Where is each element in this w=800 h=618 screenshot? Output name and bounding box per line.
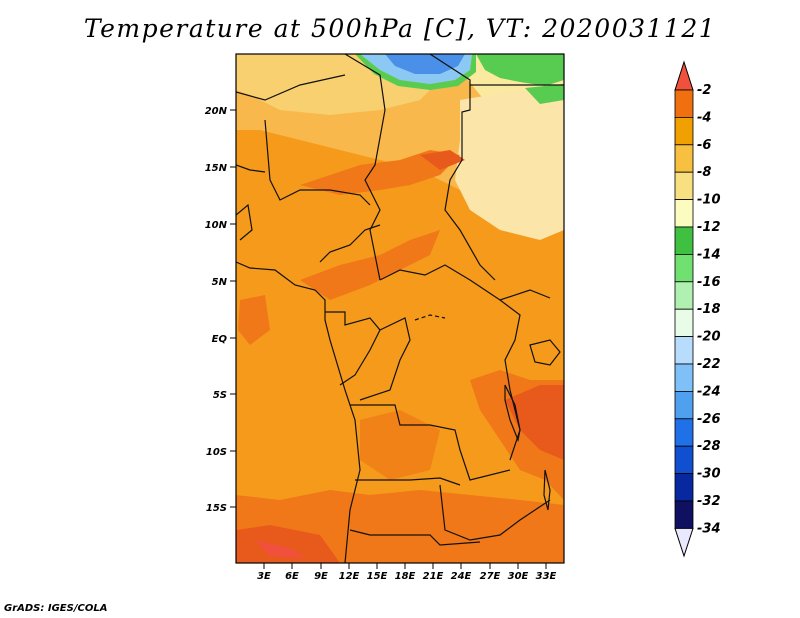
colorbar-bottom-arrow: [674, 527, 694, 558]
colorbar-segment: [674, 363, 694, 392]
colorbar: -2 -4 -6 -8 -10 -12 -14 -16 -18 -20 -22 …: [674, 60, 721, 558]
lon-label: 3E: [257, 571, 271, 582]
green-patch-northeast: [476, 54, 564, 86]
temperature-field: [236, 54, 564, 563]
lat-label: 15S: [206, 503, 227, 514]
border-cameroon: [319, 224, 381, 263]
lon-ticks: [263, 563, 547, 569]
east-africa-red: [505, 385, 564, 460]
border-drc-west: [359, 317, 411, 401]
border-niger-chad: [236, 74, 346, 101]
colorbar-segment: [674, 117, 694, 146]
colorbar-label: -22: [697, 357, 721, 372]
colorbar-segment: [674, 390, 694, 420]
border-libya-egypt: [429, 54, 496, 281]
colorbar-label: -14: [697, 247, 721, 262]
colorbar-label: -20: [697, 330, 721, 345]
lat-labels: 20N 15N 10N 5N EQ 5S 10S 15S: [205, 106, 228, 514]
lat-ticks: [230, 109, 236, 508]
border-namibia: [349, 529, 481, 546]
colorbar-segment: [674, 89, 694, 118]
border-car: [379, 264, 551, 301]
colorbar-segment: [674, 473, 694, 502]
central-africa-warm: [300, 230, 440, 300]
colorbar-label: -28: [697, 439, 721, 454]
warm-band-15n: [300, 150, 460, 195]
colorbar-label: -26: [697, 412, 721, 427]
colorbar-segment: [674, 445, 694, 475]
colorbar-label: -32: [697, 494, 721, 509]
colorbar-segment: [674, 226, 694, 255]
lon-label: 9E: [314, 571, 328, 582]
colorbar-label: -8: [697, 165, 711, 180]
central-south-patch: [360, 410, 440, 480]
colorbar-segment: [674, 500, 694, 529]
lon-label: 27E: [480, 571, 501, 582]
lon-label: 21E: [423, 571, 444, 582]
green-ring-west: [355, 54, 476, 90]
border-angola-south: [355, 477, 461, 486]
lake-malawi: [543, 469, 551, 511]
green-patch-east: [525, 84, 564, 104]
colorbar-label: -2: [697, 83, 711, 98]
colorbar-segment: [674, 199, 694, 228]
lon-label: 30E: [508, 571, 529, 582]
border-gabon-congo: [325, 311, 381, 386]
border-west-small: [236, 164, 266, 173]
grads-credit: GrADS: IGES/COLA: [4, 603, 108, 614]
colorbar-segment: [674, 144, 694, 173]
colorbar-label: -10: [697, 193, 721, 208]
cold-blue-inner: [385, 54, 465, 74]
river-congo: [414, 314, 446, 321]
southwest-red: [236, 525, 340, 563]
lon-label: 33E: [536, 571, 557, 582]
lat-label: 10S: [206, 447, 227, 458]
colorbar-segment: [674, 253, 694, 283]
border-angola-drc: [350, 404, 511, 481]
colorbar-label: -30: [697, 467, 721, 482]
lat-label: 20N: [205, 106, 228, 117]
west-patch: [238, 295, 270, 345]
border-sahara: [344, 54, 386, 281]
country-borders: [236, 54, 564, 563]
lon-label: 18E: [395, 571, 416, 582]
colorbar-segment: [674, 171, 694, 200]
colorbar-label: -24: [697, 384, 721, 399]
lon-labels: 3E 6E 9E 12E 15E 18E 21E 24E 27E 30E 33E: [257, 571, 556, 582]
lon-label: 6E: [285, 571, 299, 582]
warm-streak-sahel: [420, 150, 465, 170]
colorbar-label: -4: [697, 110, 711, 125]
southwest-red-streak: [255, 540, 305, 558]
lat-label: 5N: [212, 277, 228, 288]
map-title: Temperature at 500hPa [C], VT: 202003112…: [83, 14, 717, 43]
lon-label: 12E: [339, 571, 360, 582]
plot-frame: [235, 53, 565, 564]
lake-victoria: [529, 339, 561, 366]
coastline-west: [236, 261, 361, 563]
northern-pale-region: [236, 54, 564, 170]
lon-label: 15E: [367, 571, 388, 582]
colorbar-label: -6: [697, 138, 711, 153]
colorbar-label: -18: [697, 302, 721, 317]
lon-label: 24E: [451, 571, 472, 582]
border-nigeria: [264, 119, 371, 206]
colorbar-label: -16: [697, 275, 721, 290]
lat-label: 5S: [213, 390, 227, 401]
colorbar-segment: [674, 336, 694, 365]
colorbar-segment: [674, 418, 694, 447]
colorbar-segment: [674, 308, 694, 338]
border-zambia: [439, 484, 551, 541]
lake-tanganyika: [504, 384, 521, 443]
colorbar-label: -12: [697, 220, 721, 235]
border-west-small-2: [236, 203, 253, 241]
lat-label: 15N: [205, 163, 228, 174]
colorbar-top-arrow: [674, 60, 694, 91]
lat-label: 10N: [205, 220, 228, 231]
colorbar-segment: [674, 281, 694, 310]
colorbar-label: -34: [697, 521, 721, 536]
east-sahara-pale: [455, 90, 564, 240]
lat-label: EQ: [212, 334, 228, 345]
